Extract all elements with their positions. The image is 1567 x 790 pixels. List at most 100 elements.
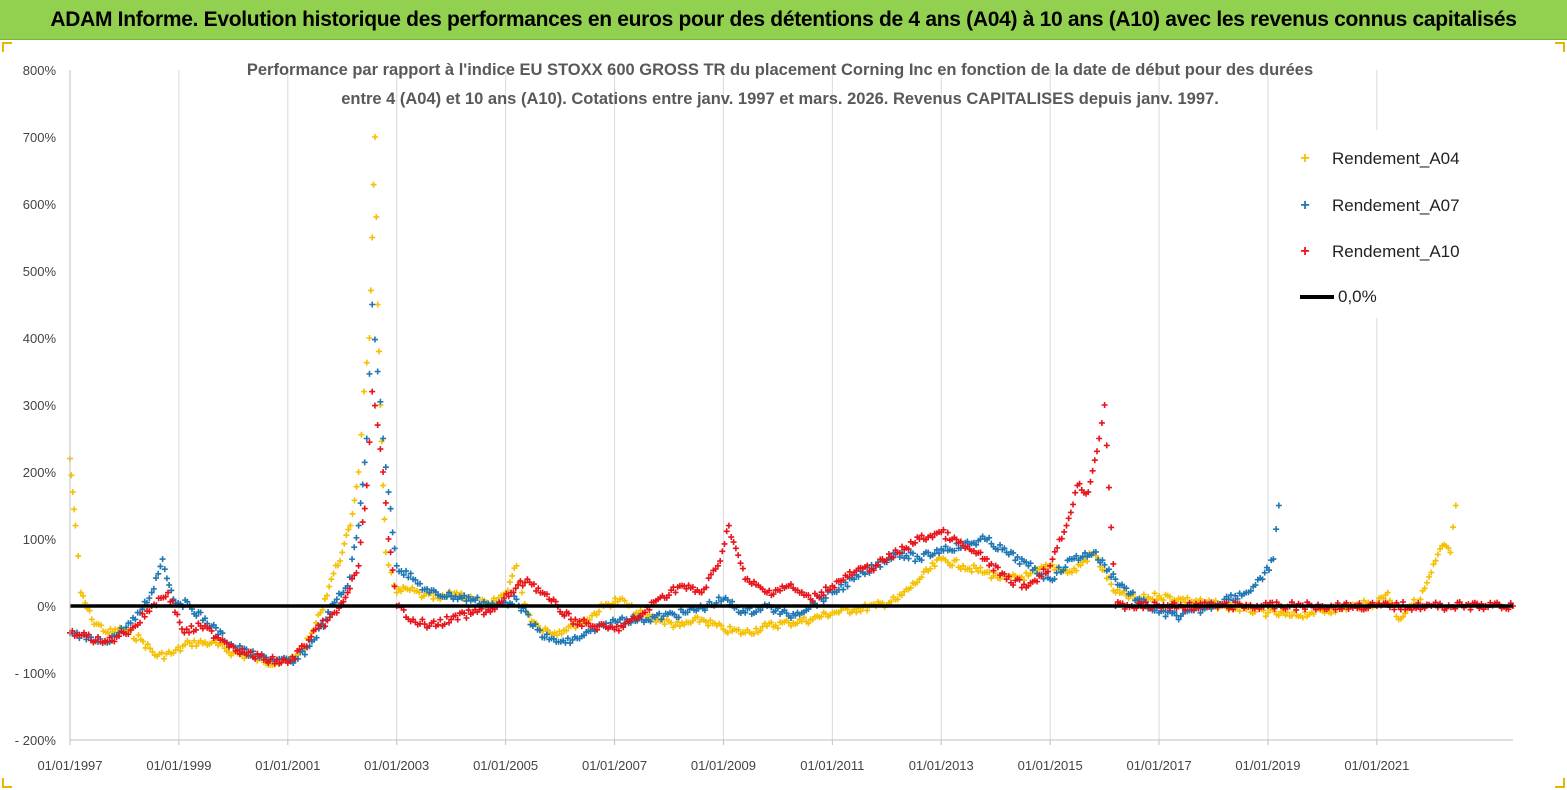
y-tick-label: - 200%: [15, 733, 57, 748]
x-tick-label: 01/01/2021: [1344, 758, 1409, 773]
x-tick-label: 01/01/2019: [1235, 758, 1300, 773]
interp-point: [1437, 546, 1444, 552]
legend-zero-line: [1300, 295, 1334, 299]
interp-point: [1070, 501, 1077, 508]
data-point: [698, 589, 705, 596]
legend-label-a04: Rendement_A04: [1332, 149, 1460, 168]
interp-point: [572, 616, 579, 623]
interp-point: [735, 552, 742, 559]
interp-point: [1014, 554, 1021, 561]
interp-point: [805, 592, 812, 599]
interp-point: [565, 610, 572, 617]
interp-point: [341, 540, 348, 547]
interp-point: [553, 632, 560, 639]
data-point: [148, 589, 155, 596]
interp-point: [707, 571, 714, 578]
interp-point: [296, 646, 303, 653]
interp-point: [353, 569, 360, 576]
interp-point: [358, 431, 365, 438]
interp-point: [665, 592, 672, 599]
data-point: [369, 388, 376, 395]
interp-point: [363, 359, 370, 366]
data-point: [374, 422, 381, 429]
interp-point: [319, 606, 326, 613]
interp-point: [574, 621, 581, 628]
interp-point: [1252, 582, 1259, 589]
interp-point: [675, 614, 682, 621]
interp-point: [718, 622, 725, 629]
interp-point: [1065, 515, 1072, 522]
interp-point: [936, 550, 943, 557]
interp-point: [361, 505, 368, 512]
data-point: [851, 576, 858, 583]
interp-point: [86, 607, 93, 614]
interp-point: [1067, 509, 1074, 516]
interp-point: [966, 565, 973, 572]
interp-point: [705, 622, 712, 629]
legend-item-zero: 0,0%: [1290, 284, 1377, 310]
data-point: [380, 482, 387, 489]
interp-point: [1423, 579, 1430, 586]
data-point: [186, 639, 193, 646]
interp-point: [1108, 574, 1115, 581]
interp-point: [150, 585, 157, 592]
interp-point: [349, 556, 356, 563]
interp-point: [1108, 524, 1115, 531]
interp-point: [1266, 567, 1273, 574]
interp-point: [1386, 597, 1393, 604]
interp-point: [461, 610, 468, 617]
interp-point: [106, 634, 113, 641]
interp-point: [777, 587, 784, 594]
data-point: [116, 633, 123, 640]
interp-point: [234, 647, 241, 654]
data-point: [363, 435, 370, 442]
interp-point: [324, 617, 331, 624]
interp-point: [816, 594, 823, 601]
header-banner: ADAM Informe. Evolution historique des p…: [0, 0, 1567, 40]
interp-point: [511, 593, 518, 600]
interp-point: [193, 642, 200, 649]
interp-point: [1010, 581, 1017, 588]
legend-label-a07: Rendement_A07: [1332, 196, 1460, 215]
interp-point: [875, 561, 882, 568]
series-rendement_a07: [67, 301, 1282, 666]
interp-point: [591, 623, 598, 630]
interp-point: [1038, 573, 1045, 580]
data-point: [894, 596, 901, 603]
interp-point: [944, 529, 951, 536]
interp-point: [98, 622, 105, 629]
interp-point: [951, 547, 958, 554]
interp-point: [787, 581, 794, 588]
y-tick-label: 600%: [23, 197, 57, 212]
interp-point: [558, 630, 565, 637]
interp-point: [301, 651, 308, 658]
interp-point: [927, 565, 934, 572]
interp-point: [750, 630, 757, 637]
interp-point: [174, 611, 181, 618]
corner-mark-bottom-left: [2, 778, 12, 788]
interp-point: [933, 546, 940, 553]
interp-point: [454, 616, 461, 623]
interp-point: [914, 579, 921, 586]
interp-point: [1225, 596, 1232, 603]
interp-point: [239, 646, 246, 653]
interp-point: [391, 545, 398, 552]
interp-point: [862, 571, 869, 578]
data-point: [714, 562, 721, 569]
interp-point: [149, 648, 156, 655]
interp-point: [219, 630, 226, 637]
interp-point: [853, 609, 860, 616]
interp-point: [258, 651, 265, 658]
interp-point: [421, 621, 428, 628]
x-tick-label: 01/01/2013: [909, 758, 974, 773]
interp-point: [68, 472, 75, 479]
interp-point: [1051, 576, 1058, 583]
interp-point: [137, 619, 144, 626]
interp-point: [905, 555, 912, 562]
interp-point: [744, 575, 751, 582]
interp-point: [1108, 581, 1115, 588]
interp-point: [883, 556, 890, 563]
interp-point: [299, 648, 306, 655]
y-tick-label: 400%: [23, 331, 57, 346]
interp-point: [957, 538, 964, 545]
